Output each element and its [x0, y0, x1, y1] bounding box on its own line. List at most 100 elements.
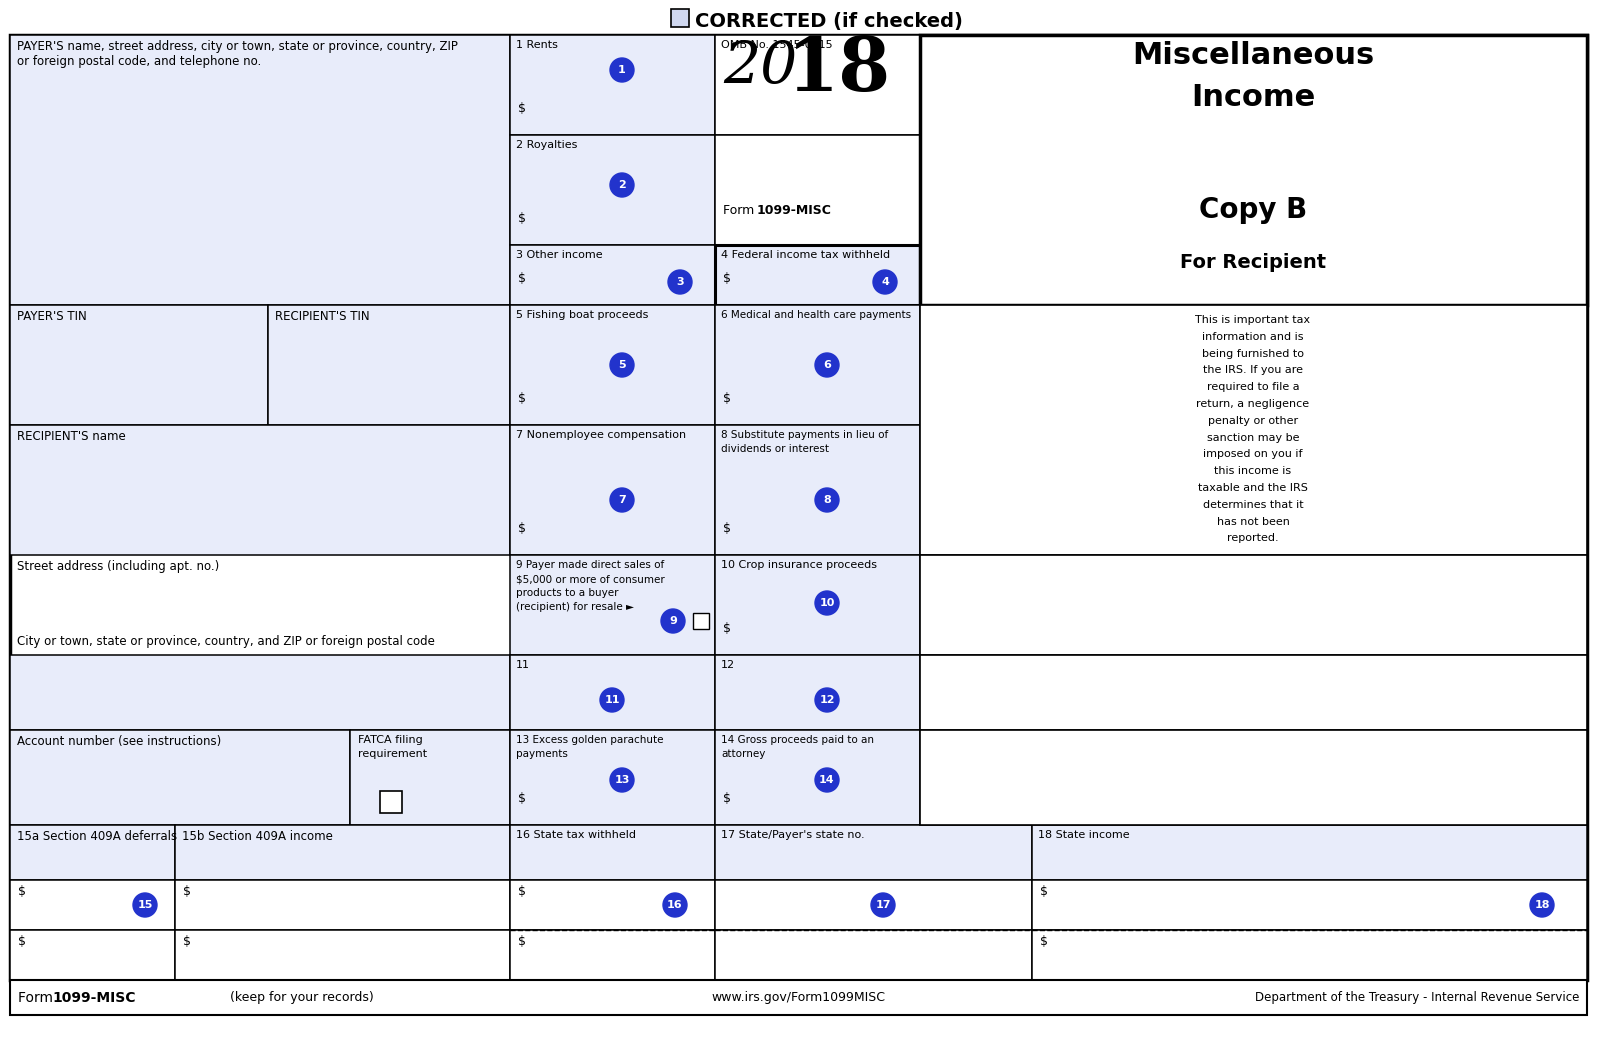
Circle shape	[663, 893, 687, 918]
Text: $: $	[1040, 885, 1048, 898]
Text: being furnished to: being furnished to	[1203, 349, 1305, 358]
Bar	[10, 425, 509, 555]
Text: $: $	[517, 935, 525, 948]
Text: this income is: this income is	[1214, 466, 1292, 477]
Bar	[509, 730, 715, 825]
Bar	[920, 730, 1587, 825]
Bar	[10, 730, 350, 825]
Bar	[715, 135, 920, 245]
Text: 2 Royalties: 2 Royalties	[516, 140, 578, 150]
Circle shape	[610, 353, 634, 377]
Bar	[671, 9, 688, 27]
Bar	[10, 880, 176, 930]
Text: 6 Medical and health care payments: 6 Medical and health care payments	[720, 310, 912, 320]
Bar	[920, 34, 1587, 135]
Bar	[509, 135, 715, 245]
Text: Form: Form	[723, 204, 759, 217]
Text: City or town, state or province, country, and ZIP or foreign postal code: City or town, state or province, country…	[18, 635, 434, 648]
Text: This is important tax: This is important tax	[1196, 315, 1311, 325]
Text: Street address (including apt. no.): Street address (including apt. no.)	[18, 560, 219, 573]
Text: CORRECTED (if checked): CORRECTED (if checked)	[695, 11, 963, 31]
Text: 1099-MISC: 1099-MISC	[53, 991, 136, 1004]
Bar	[176, 930, 509, 980]
Text: Copy B: Copy B	[1199, 196, 1306, 224]
Text: reported.: reported.	[1226, 533, 1279, 543]
Text: 11: 11	[516, 660, 530, 670]
Bar	[715, 305, 920, 425]
Text: $: $	[18, 935, 26, 948]
Bar	[1032, 880, 1587, 930]
Circle shape	[874, 270, 898, 294]
Text: determines that it: determines that it	[1203, 500, 1303, 510]
Text: $: $	[723, 392, 731, 405]
Bar	[715, 655, 920, 730]
Text: payments: payments	[516, 749, 569, 759]
Bar	[715, 34, 920, 135]
Text: For Recipient: For Recipient	[1180, 254, 1326, 273]
Text: 16 State tax withheld: 16 State tax withheld	[516, 830, 636, 840]
Bar	[10, 305, 268, 425]
Text: Income: Income	[1191, 83, 1314, 112]
Bar	[509, 655, 715, 730]
Circle shape	[668, 270, 692, 294]
Text: 3: 3	[676, 277, 684, 287]
Bar	[350, 730, 509, 825]
Circle shape	[814, 768, 838, 792]
Bar	[509, 245, 715, 305]
Circle shape	[133, 893, 157, 918]
Text: 15: 15	[137, 900, 153, 910]
Text: $: $	[18, 885, 26, 898]
Bar	[380, 791, 402, 813]
Bar	[10, 825, 176, 880]
Bar	[693, 613, 709, 629]
Bar	[176, 825, 509, 880]
Text: 2: 2	[618, 180, 626, 190]
Text: 10 Crop insurance proceeds: 10 Crop insurance proceeds	[720, 560, 877, 570]
Text: $5,000 or more of consumer: $5,000 or more of consumer	[516, 574, 664, 584]
Bar	[920, 655, 1587, 730]
Bar	[715, 730, 920, 825]
Bar	[10, 930, 176, 980]
Text: PAYER'S name, street address, city or town, state or province, country, ZIP
or f: PAYER'S name, street address, city or to…	[18, 40, 458, 68]
Text: 14 Gross proceeds paid to an: 14 Gross proceeds paid to an	[720, 735, 874, 745]
Text: 17: 17	[875, 900, 891, 910]
Text: dividends or interest: dividends or interest	[720, 444, 829, 454]
Bar	[1032, 930, 1587, 980]
Bar	[509, 34, 715, 135]
Bar	[715, 880, 1032, 930]
Text: $: $	[723, 622, 731, 635]
Text: 13 Excess golden parachute: 13 Excess golden parachute	[516, 735, 663, 745]
Text: imposed on you if: imposed on you if	[1203, 449, 1303, 460]
Text: 12: 12	[819, 695, 835, 705]
Bar	[715, 555, 920, 655]
Text: $: $	[517, 792, 525, 805]
Bar	[10, 655, 509, 730]
Text: $: $	[517, 272, 525, 285]
Text: 6: 6	[822, 359, 830, 370]
Text: 11: 11	[604, 695, 620, 705]
Text: 8 Substitute payments in lieu of: 8 Substitute payments in lieu of	[720, 429, 888, 440]
Text: $: $	[517, 522, 525, 535]
Text: Account number (see instructions): Account number (see instructions)	[18, 735, 222, 748]
Text: 18: 18	[787, 33, 891, 107]
Text: 9 Payer made direct sales of: 9 Payer made direct sales of	[516, 560, 664, 570]
Text: $: $	[517, 102, 525, 115]
Circle shape	[1530, 893, 1554, 918]
Text: $: $	[517, 392, 525, 405]
Text: $: $	[184, 935, 192, 948]
Text: PAYER'S TIN: PAYER'S TIN	[18, 310, 86, 323]
Bar	[920, 34, 1587, 305]
Text: $: $	[1040, 935, 1048, 948]
Bar	[509, 305, 715, 425]
Circle shape	[814, 353, 838, 377]
Text: $: $	[517, 212, 525, 225]
Bar	[10, 34, 509, 305]
Text: penalty or other: penalty or other	[1207, 416, 1298, 425]
Bar	[509, 825, 715, 880]
Text: products to a buyer: products to a buyer	[516, 588, 618, 598]
Text: 1: 1	[618, 65, 626, 75]
Circle shape	[610, 488, 634, 512]
Bar	[715, 425, 920, 555]
Text: OMB No. 1545-0115: OMB No. 1545-0115	[720, 40, 832, 50]
Circle shape	[610, 768, 634, 792]
